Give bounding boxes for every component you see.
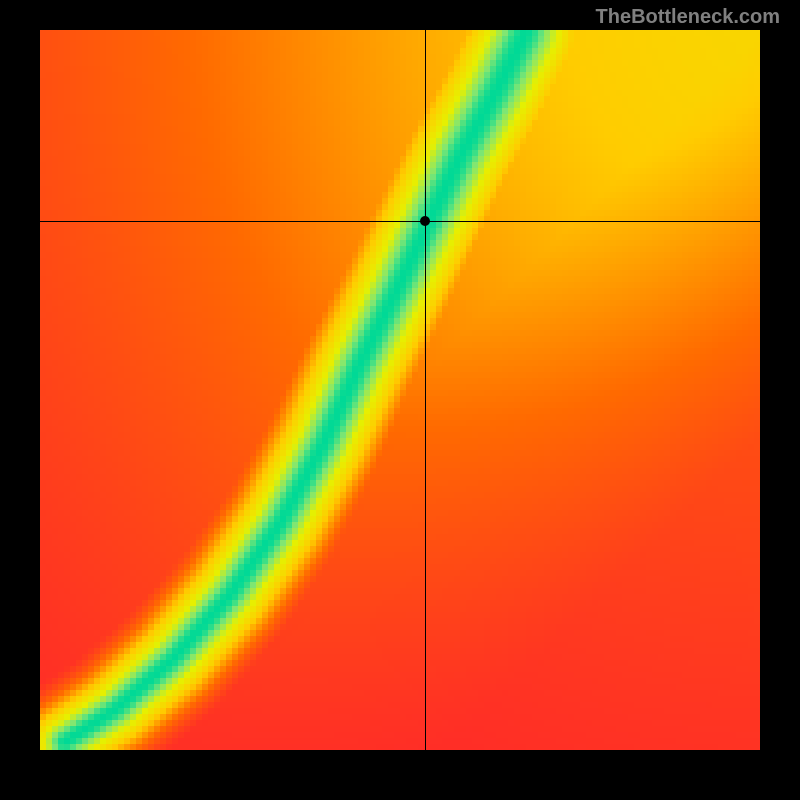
crosshair-vertical [425,30,426,750]
watermark-text: TheBottleneck.com [596,6,780,29]
heatmap-canvas [40,30,760,750]
crosshair-horizontal [40,221,760,222]
crosshair-dot [420,216,430,226]
bottleneck-heatmap [40,30,760,750]
